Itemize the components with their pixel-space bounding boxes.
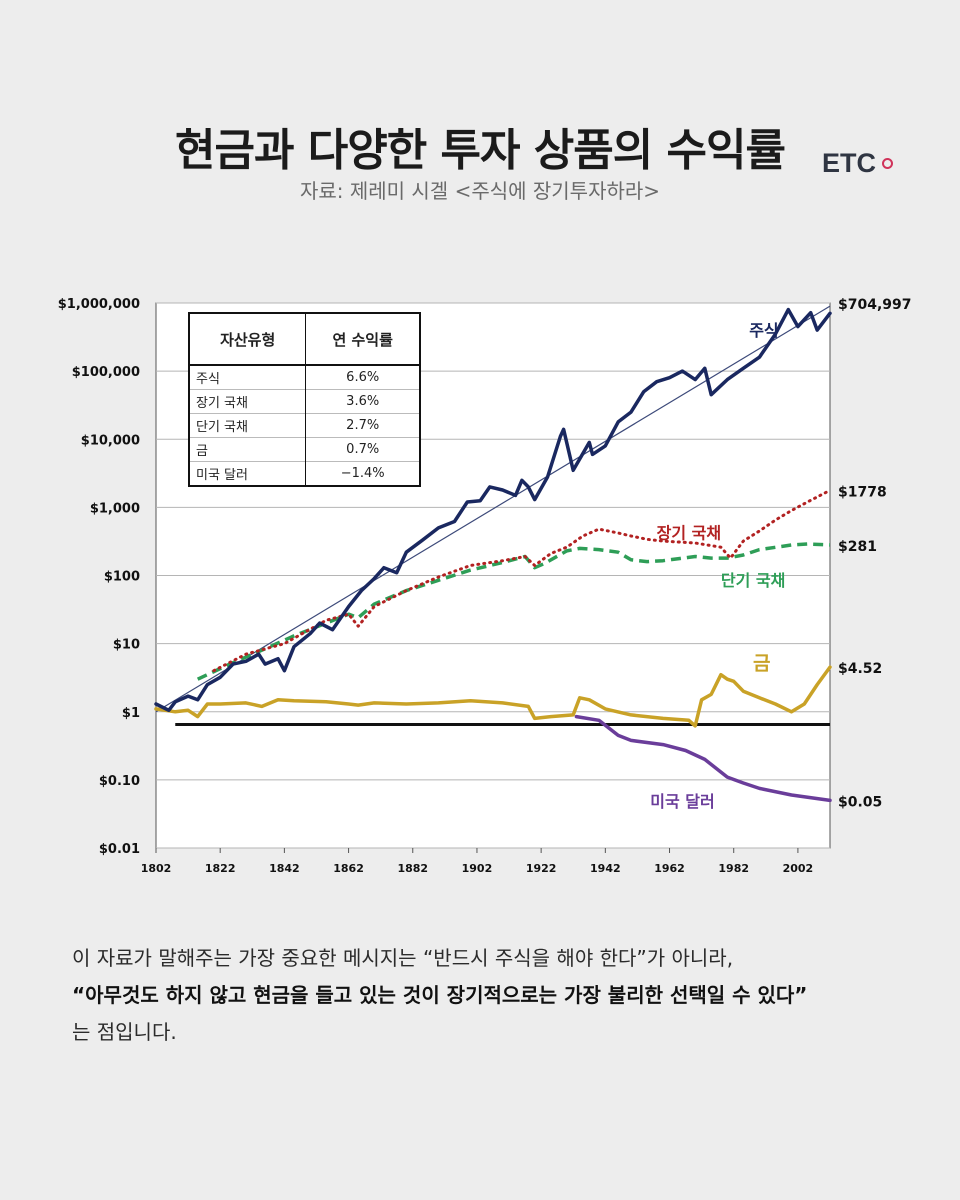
returns-chart: $1,000,000 $100,000 $10,000 $1,000 $100 $10 $1… xyxy=(58,297,912,875)
x-tick-label: 1982 xyxy=(718,862,749,875)
series-line-gold xyxy=(154,665,832,728)
brand-dot-icon xyxy=(882,158,893,169)
x-tick-label: 1882 xyxy=(397,862,428,875)
table-cell-asset: 금 xyxy=(189,437,307,462)
table-cell-rate: 3.6% xyxy=(305,389,420,414)
table-row: 금 0.7% xyxy=(189,437,420,462)
page-title: 현금과 다양한 투자 상품의 수익률 xyxy=(175,125,786,176)
x-tick-label: 1962 xyxy=(654,862,685,875)
table-row: 단기 국채 2.7% xyxy=(189,413,420,438)
table-header-asset: 자산유형 xyxy=(189,313,307,366)
series-name-label-gold: 금 xyxy=(753,652,770,674)
y-tick-label: $10 xyxy=(113,638,140,653)
x-tick-label: 1942 xyxy=(590,862,621,875)
series-name-label-bonds: 장기 국채 xyxy=(657,523,721,542)
table-header-rate: 연 수익률 xyxy=(305,313,420,366)
table-cell-rate: 2.7% xyxy=(305,413,420,438)
table-header-row: 자산유형 연 수익률 xyxy=(189,313,420,366)
end-value-label-bills: $281 xyxy=(838,539,877,555)
end-value-label-bonds: $1778 xyxy=(838,484,887,500)
x-tick-label: 1902 xyxy=(462,862,493,875)
x-tick-label: 1862 xyxy=(333,862,364,875)
x-tick-label: 1802 xyxy=(141,862,172,875)
y-tick-label: $100 xyxy=(104,570,140,585)
table-cell-rate: 0.7% xyxy=(305,437,420,462)
y-tick-label: $100,000 xyxy=(72,365,140,380)
y-tick-label: $0.01 xyxy=(99,842,140,857)
series-name-label-bills: 단기 국채 xyxy=(721,571,785,590)
table-row: 미국 달러 −1.4% xyxy=(189,461,420,486)
caption: 이 자료가 말해주는 가장 중요한 메시지는 “반드시 주식을 해야 한다”가 … xyxy=(72,940,932,1051)
caption-line-2: “아무것도 하지 않고 현금을 들고 있는 것이 장기적으로는 가장 불리한 선… xyxy=(72,983,808,1007)
end-value-label-stocks: $704,997 xyxy=(838,297,912,313)
table-row: 장기 국채 3.6% xyxy=(189,389,420,414)
table-cell-asset: 미국 달러 xyxy=(189,461,307,486)
end-value-label-dollar: $0.05 xyxy=(838,794,882,810)
end-value-label-gold: $4.52 xyxy=(838,661,882,677)
x-tick-label: 1842 xyxy=(269,862,300,875)
source-subtitle: 자료: 제레미 시겔 <주식에 장기투자하라> xyxy=(299,179,661,203)
caption-line-3: 는 점입니다. xyxy=(72,1020,177,1044)
y-tick-label: $1,000 xyxy=(90,501,140,516)
table-cell-asset: 주식 xyxy=(189,364,307,390)
brand-logo: ETC xyxy=(822,148,876,178)
series-line-stocks xyxy=(154,307,832,713)
series-name-label-dollar: 미국 달러 xyxy=(650,792,714,811)
y-tick-label: $1 xyxy=(122,706,140,721)
table-cell-rate: 6.6% xyxy=(305,364,420,390)
table-cell-asset: 장기 국채 xyxy=(189,389,307,414)
y-tick-label: $1,000,000 xyxy=(58,297,140,312)
y-tick-label: $10,000 xyxy=(81,433,140,448)
table-cell-rate: −1.4% xyxy=(305,461,420,486)
caption-line-1: 이 자료가 말해주는 가장 중요한 메시지는 “반드시 주식을 해야 한다”가 … xyxy=(72,946,734,970)
x-tick-label: 1822 xyxy=(205,862,236,875)
x-tick-label: 1922 xyxy=(526,862,557,875)
table-row: 주식 6.6% xyxy=(189,364,420,390)
y-tick-label: $0.10 xyxy=(99,774,140,789)
series-line-bonds xyxy=(212,488,832,673)
x-tick-label: 2002 xyxy=(783,862,814,875)
series-name-label-stocks: 주식 xyxy=(749,321,778,340)
stocks-trend-line xyxy=(155,305,831,713)
table-cell-asset: 단기 국채 xyxy=(189,413,307,438)
series-line-dollar xyxy=(574,714,832,803)
